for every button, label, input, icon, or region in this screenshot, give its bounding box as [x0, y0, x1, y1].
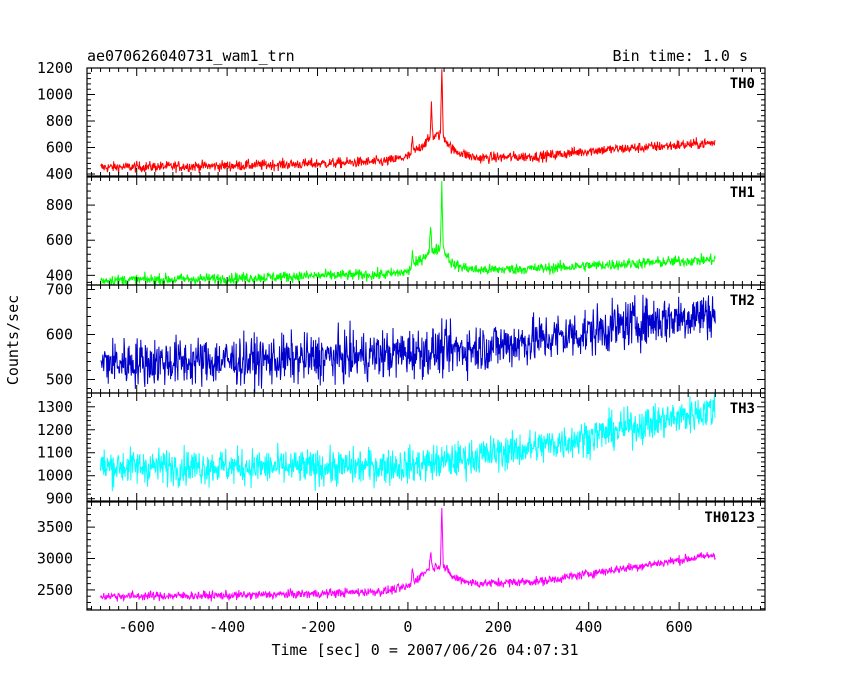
y-tick-label: 600 [46, 326, 73, 344]
panel-name-label: TH1 [730, 185, 755, 201]
x-tick-label: -200 [299, 618, 335, 636]
x-tick-label: -600 [119, 618, 155, 636]
panel-name-label: TH2 [730, 293, 755, 309]
y-tick-label: 400 [46, 266, 73, 284]
x-tick-label: -400 [209, 618, 245, 636]
chart-title: ae070626040731_wam1_trn [87, 47, 295, 65]
y-tick-label: 600 [46, 139, 73, 157]
y-tick-label: 600 [46, 231, 73, 249]
panel-frame [86, 501, 766, 611]
bin-time-label: Bin time: 1.0 s [613, 47, 748, 65]
y-tick-label: 800 [46, 112, 73, 130]
panel-th0: 400 600 800 1000 1200 TH0 [37, 59, 766, 183]
y-tick-label: 2500 [37, 581, 73, 599]
series-line-th2 [100, 294, 716, 393]
y-tick-label: 700 [46, 281, 73, 299]
x-tick-label: 400 [575, 618, 602, 636]
y-tick-label: 1100 [37, 444, 73, 462]
y-tick-label: 1200 [37, 421, 73, 439]
series-line-th0123 [100, 507, 716, 603]
series-line-th1 [100, 180, 716, 285]
panel-name-label: TH0 [730, 76, 755, 92]
y-tick-label: 1300 [37, 398, 73, 416]
y-axis-title: Counts/sec [4, 295, 22, 385]
y-tick-label: 1000 [37, 86, 73, 104]
panel-frame [86, 176, 766, 286]
panel-th0123: 2500 3000 3500 TH0123 [37, 501, 766, 611]
panel-name-label: TH0123 [704, 510, 755, 526]
x-tick-label: 600 [666, 618, 693, 636]
y-tick-label: 800 [46, 196, 73, 214]
y-tick-label: 500 [46, 371, 73, 389]
x-tick-label: 200 [485, 618, 512, 636]
y-tick-label: 3500 [37, 518, 73, 536]
x-axis-title: Time [sec] 0 = 2007/06/26 04:07:31 [271, 641, 578, 659]
y-tick-label: 1200 [37, 59, 73, 77]
y-tick-label: 3000 [37, 550, 73, 568]
panel-th2: 500 600 700 TH2 [46, 281, 766, 394]
panel-th3: 900 1000 1100 1200 1300 TH3 [37, 392, 766, 508]
x-tick-label: 0 [403, 618, 412, 636]
panel-frame [86, 67, 766, 177]
panel-th1: 400 600 800 TH1 [46, 176, 766, 286]
series-line-th0 [100, 69, 716, 175]
y-tick-label: 1000 [37, 467, 73, 485]
y-tick-label: 400 [46, 165, 73, 183]
y-tick-label: 900 [46, 490, 73, 508]
panel-name-label: TH3 [730, 401, 755, 417]
panels-group: 400 600 800 1000 1200 TH0 400 600 800 TH1 500 600 70… [37, 59, 766, 636]
series-line-th3 [100, 393, 716, 492]
